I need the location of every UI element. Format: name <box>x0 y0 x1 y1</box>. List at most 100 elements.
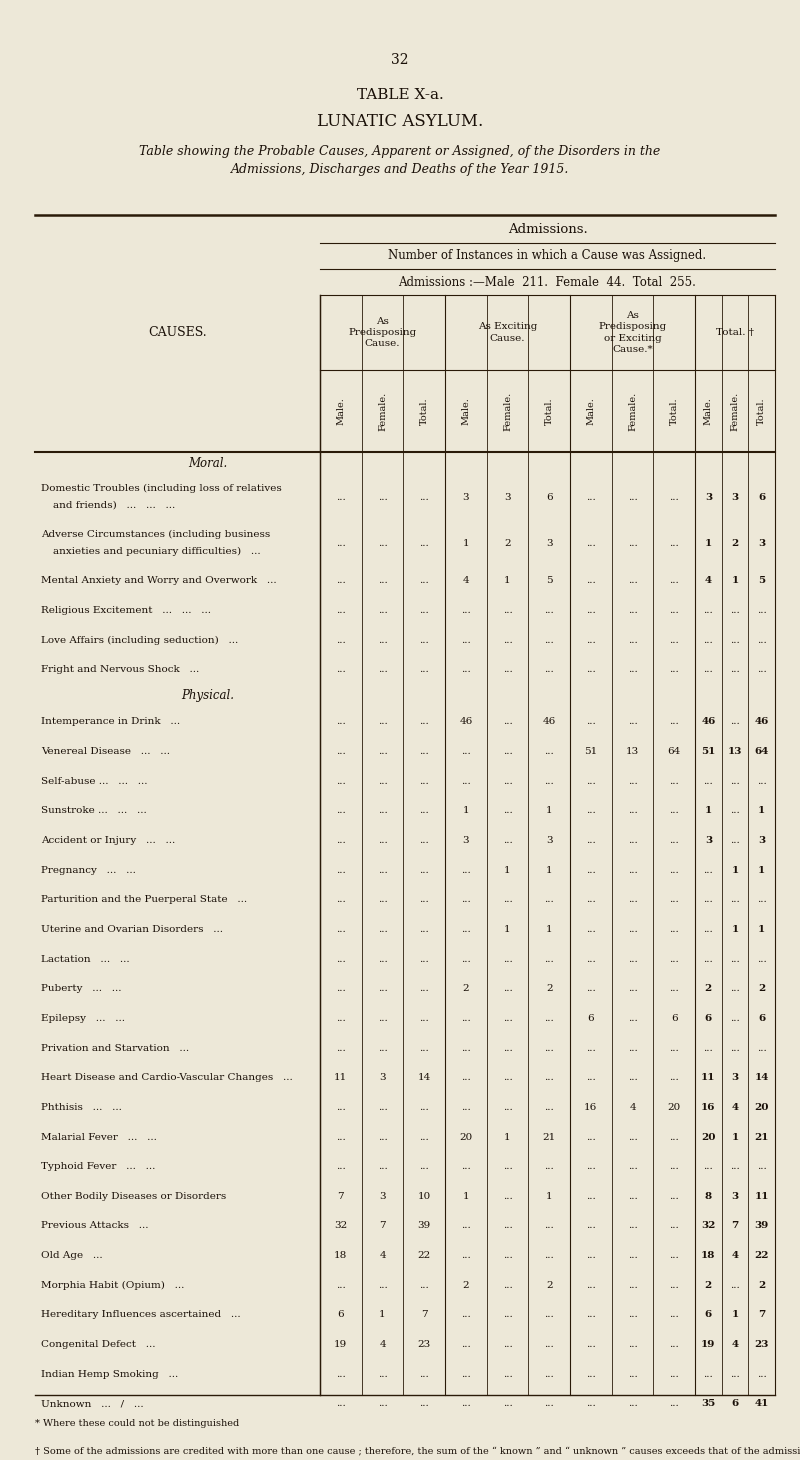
Text: ...: ... <box>544 1073 554 1082</box>
Text: 22: 22 <box>754 1251 769 1260</box>
Text: ...: ... <box>586 577 596 585</box>
Text: ...: ... <box>670 1222 679 1231</box>
Text: ...: ... <box>670 1251 679 1260</box>
Text: ...: ... <box>628 492 638 502</box>
Text: Accident or Injury   ...   ...: Accident or Injury ... ... <box>41 837 175 845</box>
Text: Religious Excitement   ...   ...   ...: Religious Excitement ... ... ... <box>41 606 211 615</box>
Text: ...: ... <box>502 1280 512 1289</box>
Text: ...: ... <box>628 1073 638 1082</box>
Text: ...: ... <box>461 635 470 645</box>
Text: ...: ... <box>461 1222 470 1231</box>
Text: ...: ... <box>628 806 638 815</box>
Text: 1: 1 <box>705 806 712 815</box>
Text: ...: ... <box>670 1162 679 1171</box>
Text: 1: 1 <box>705 539 712 548</box>
Text: ...: ... <box>670 1280 679 1289</box>
Text: ...: ... <box>461 1073 470 1082</box>
Text: ...: ... <box>419 926 429 934</box>
Text: ...: ... <box>544 1222 554 1231</box>
Text: 32: 32 <box>391 53 409 67</box>
Text: ...: ... <box>670 984 679 993</box>
Text: 32: 32 <box>701 1222 715 1231</box>
Text: ...: ... <box>336 717 346 727</box>
Text: As Exciting
Cause.: As Exciting Cause. <box>478 323 537 343</box>
Text: ...: ... <box>461 748 470 756</box>
Text: ...: ... <box>586 926 596 934</box>
Text: ...: ... <box>461 955 470 964</box>
Text: 20: 20 <box>754 1102 769 1113</box>
Text: ...: ... <box>544 1311 554 1320</box>
Text: ...: ... <box>544 635 554 645</box>
Text: ...: ... <box>586 1251 596 1260</box>
Text: ...: ... <box>419 1013 429 1023</box>
Text: ...: ... <box>586 1191 596 1200</box>
Text: ...: ... <box>378 837 387 845</box>
Text: ...: ... <box>378 984 387 993</box>
Text: ...: ... <box>502 1191 512 1200</box>
Text: ...: ... <box>586 1369 596 1378</box>
Text: ...: ... <box>628 717 638 727</box>
Text: 20: 20 <box>459 1133 473 1142</box>
Text: ...: ... <box>586 1222 596 1231</box>
Text: Morphia Habit (Opium)   ...: Morphia Habit (Opium) ... <box>41 1280 184 1289</box>
Text: ...: ... <box>703 1162 714 1171</box>
Text: ...: ... <box>336 666 346 675</box>
Text: 39: 39 <box>754 1222 769 1231</box>
Text: Male.: Male. <box>704 397 713 425</box>
Text: 1: 1 <box>379 1311 386 1320</box>
Text: 21: 21 <box>542 1133 556 1142</box>
Text: Malarial Fever   ...   ...: Malarial Fever ... ... <box>41 1133 157 1142</box>
Text: ...: ... <box>461 1162 470 1171</box>
Text: Moral.: Moral. <box>188 457 227 470</box>
Text: 3: 3 <box>758 837 766 845</box>
Text: Other Bodily Diseases or Disorders: Other Bodily Diseases or Disorders <box>41 1191 226 1200</box>
Text: ...: ... <box>419 837 429 845</box>
Text: ...: ... <box>628 666 638 675</box>
Text: ...: ... <box>586 866 596 875</box>
Text: 2: 2 <box>546 1280 553 1289</box>
Text: Total.: Total. <box>420 397 429 425</box>
Text: ...: ... <box>544 1044 554 1053</box>
Text: 3: 3 <box>758 539 766 548</box>
Text: † Some of the admissions are credited with more than one cause ; therefore, the : † Some of the admissions are credited wi… <box>35 1447 800 1456</box>
Text: ...: ... <box>419 806 429 815</box>
Text: ...: ... <box>502 1251 512 1260</box>
Text: ...: ... <box>586 606 596 615</box>
Text: Total.: Total. <box>545 397 554 425</box>
Text: ...: ... <box>628 955 638 964</box>
Text: 1: 1 <box>462 1191 469 1200</box>
Text: ...: ... <box>628 1044 638 1053</box>
Text: Puberty   ...   ...: Puberty ... ... <box>41 984 122 993</box>
Text: ...: ... <box>419 1369 429 1378</box>
Text: ...: ... <box>703 1044 714 1053</box>
Text: 32: 32 <box>334 1222 347 1231</box>
Text: ...: ... <box>670 926 679 934</box>
Text: ...: ... <box>670 1369 679 1378</box>
Text: ...: ... <box>461 666 470 675</box>
Text: ...: ... <box>378 577 387 585</box>
Text: Male.: Male. <box>586 397 595 425</box>
Text: 1: 1 <box>504 577 511 585</box>
Text: 6: 6 <box>705 1311 712 1320</box>
Text: ...: ... <box>730 984 740 993</box>
Text: Domestic Troubles (including loss of relatives: Domestic Troubles (including loss of rel… <box>41 483 282 492</box>
Text: 10: 10 <box>418 1191 430 1200</box>
Text: 46: 46 <box>542 717 556 727</box>
Text: 2: 2 <box>462 1280 469 1289</box>
Text: Congenital Defect   ...: Congenital Defect ... <box>41 1340 155 1349</box>
Text: ...: ... <box>628 606 638 615</box>
Text: ...: ... <box>586 1133 596 1142</box>
Text: Sunstroke ...   ...   ...: Sunstroke ... ... ... <box>41 806 146 815</box>
Text: ...: ... <box>461 1369 470 1378</box>
Text: 23: 23 <box>418 1340 430 1349</box>
Text: 6: 6 <box>338 1311 344 1320</box>
Text: 2: 2 <box>705 984 712 993</box>
Text: ...: ... <box>703 895 714 904</box>
Text: 19: 19 <box>701 1340 715 1349</box>
Text: 6: 6 <box>587 1013 594 1023</box>
Text: ...: ... <box>703 926 714 934</box>
Text: 3: 3 <box>379 1073 386 1082</box>
Text: 3: 3 <box>504 492 511 502</box>
Text: ...: ... <box>378 1399 387 1409</box>
Text: ...: ... <box>378 1013 387 1023</box>
